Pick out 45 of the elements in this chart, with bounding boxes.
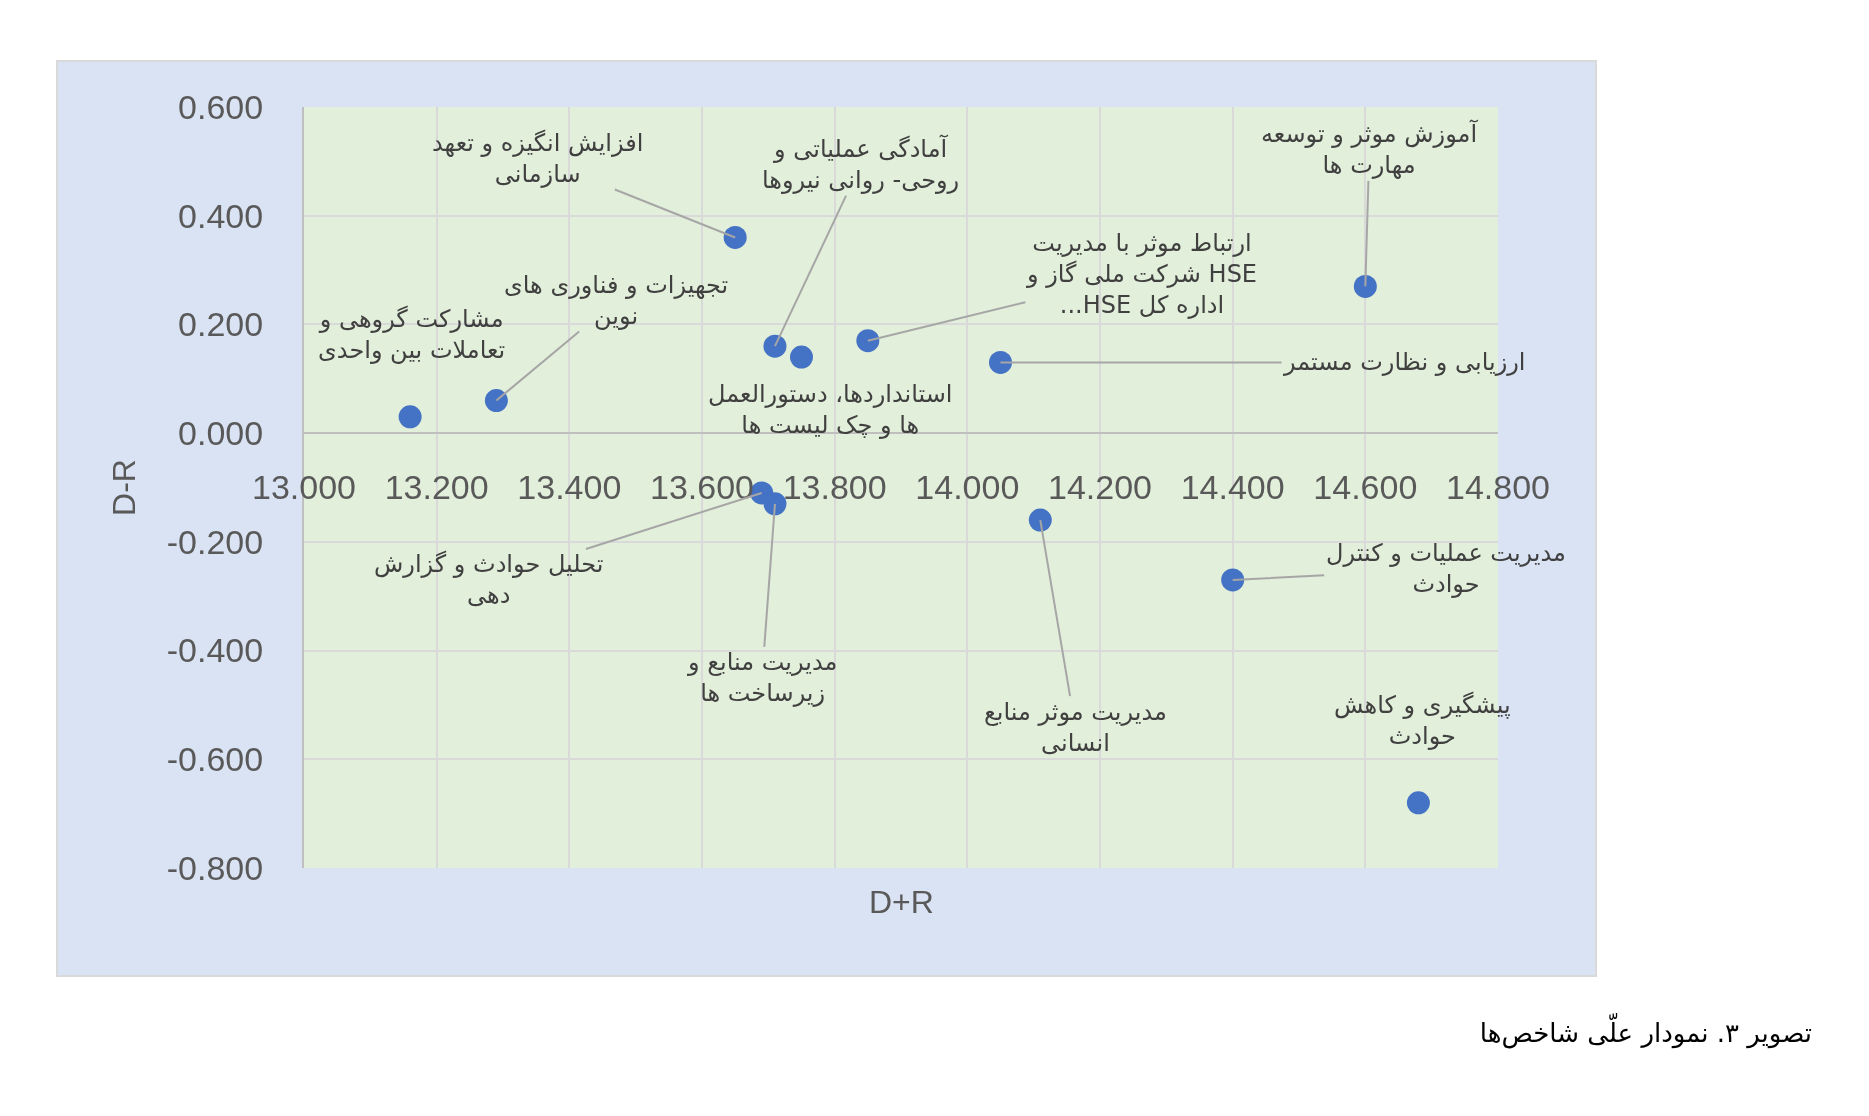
annotation: ارتباط موثر با مدیریت HSE شرکت ملی گاز و اداره کل HSE...: [1025, 229, 1258, 320]
y-tick-label: -0.600: [166, 740, 264, 779]
x-tick-label: 14.000: [915, 467, 1020, 506]
annotation: آمادگی عملیاتی و روحی- روانی نیروها: [762, 134, 960, 195]
point: [1221, 568, 1245, 592]
annotation: استانداردها، دستورالعمل ها و چک لیست ها: [708, 380, 953, 440]
point: [1028, 508, 1052, 532]
y-tick-label: 0.400: [178, 196, 264, 235]
x-tick-label: 14.600: [1313, 467, 1418, 506]
y-tick-label: -0.800: [166, 848, 264, 887]
y-tick-label: 0.000: [178, 414, 264, 453]
x-axis-title: D+R: [869, 884, 934, 920]
annotation: افزایش انگیزه و تعهد سازمانی: [432, 129, 644, 189]
x-tick-label: 14.200: [1048, 467, 1152, 506]
x-tick-label: 13.200: [384, 467, 489, 506]
annotation: تحلیل حوادث و گزارش دهی: [374, 550, 604, 610]
point: [763, 334, 787, 358]
point: [856, 329, 880, 353]
y-tick-label: -0.200: [166, 522, 264, 561]
x-tick-label: 14.400: [1180, 467, 1285, 506]
point: [484, 389, 508, 413]
point: [1353, 274, 1377, 298]
annotation: تجهیزات و فناوری های نوین: [504, 271, 729, 331]
annotation: مدیریت عملیات و کنترل حوادث: [1326, 539, 1566, 599]
annotation: مشارکت گروهی و تعاملات بین واحدی: [318, 305, 506, 365]
point: [1406, 791, 1430, 815]
x-tick-label: 13.800: [782, 467, 887, 506]
y-tick-label: 0.200: [178, 305, 264, 344]
point: [790, 345, 813, 369]
y-axis-title: D-R: [105, 459, 142, 516]
annotation: آموزش موثر و توسعه مهارت ها: [1261, 119, 1479, 180]
point: [723, 225, 747, 249]
x-tick-label: 14.800: [1446, 467, 1550, 506]
y-tick-label: 0.600: [178, 87, 264, 126]
point: [398, 405, 422, 429]
point: [989, 350, 1012, 374]
x-tick-label: 13.000: [252, 467, 356, 506]
x-tick-label: 13.400: [517, 467, 622, 506]
annotation: مدیریت منابع و زیرساخت ها: [687, 648, 838, 708]
annotation: پیشگیری و کاهش حوادث: [1334, 691, 1511, 751]
y-tick-label: -0.400: [166, 631, 264, 670]
point: [763, 492, 787, 516]
x-tick-label: 13.600: [650, 467, 754, 506]
annotation: مدیریت موثر منابع انسانی: [984, 698, 1167, 758]
annotation: ارزیابی و نظارت مستمر: [1283, 348, 1526, 376]
